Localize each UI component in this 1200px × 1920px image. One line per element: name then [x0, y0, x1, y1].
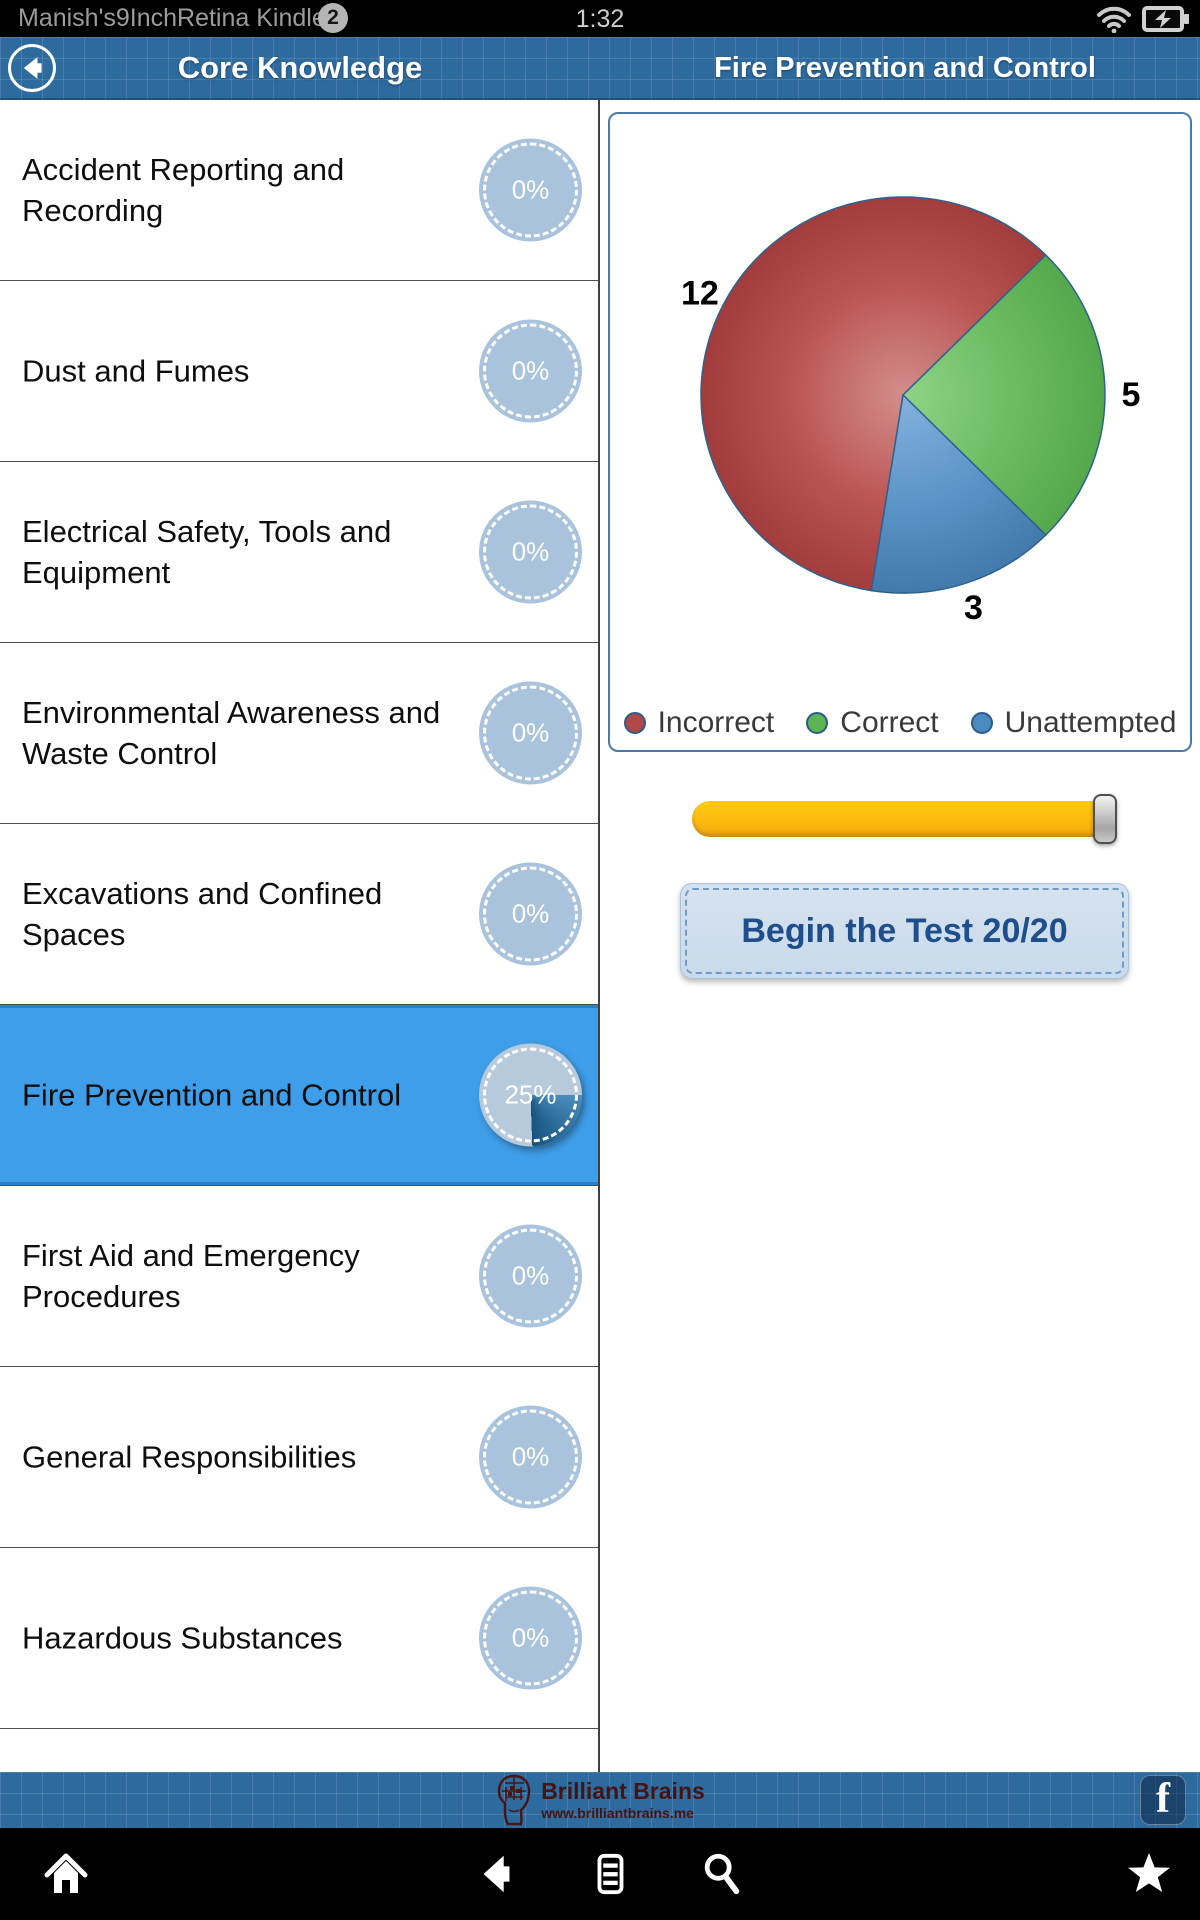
nav-home-button[interactable] [38, 1846, 94, 1902]
progress-value: 0% [511, 536, 550, 567]
slider-thumb[interactable] [1093, 794, 1117, 844]
topic-label: Accident Reporting and Recording [22, 152, 345, 228]
topic-list: Accident Reporting and Recording 0% Dust… [0, 100, 600, 1772]
topic-label: Excavations and Confined Spaces [22, 876, 383, 952]
topic-row[interactable]: Accident Reporting and Recording 0% [0, 100, 598, 281]
topic-label: General Responsibilities [22, 1439, 357, 1475]
topic-row[interactable]: First Aid and Emergency Procedures 0% [0, 1186, 598, 1367]
progress-circle: 0% [479, 319, 582, 423]
menu-icon [597, 1853, 624, 1895]
system-nav-bar [0, 1828, 1200, 1920]
brand-url: www.brilliantbrains.me [541, 1805, 694, 1821]
pie-value-label: 3 [964, 589, 983, 627]
battery-charging-icon [1142, 6, 1189, 32]
topic-label: Environmental Awareness and Waste Contro… [22, 695, 441, 771]
topic-label: Dust and Fumes [22, 353, 250, 389]
topic-label: Fire Prevention and Control [22, 1077, 402, 1113]
topic-label: First Aid and Emergency Procedures [22, 1238, 360, 1314]
back-icon [483, 1855, 510, 1893]
facebook-button[interactable]: f [1140, 1775, 1186, 1825]
pie-slice-unattempted [870, 394, 1047, 594]
progress-circle: 0% [479, 138, 582, 242]
topic-label: Electrical Safety, Tools and Equipment [22, 514, 392, 590]
topic-row[interactable]: Excavations and Confined Spaces 0% [0, 824, 598, 1005]
progress-value: 0% [511, 174, 550, 205]
progress-value: 0% [511, 717, 550, 748]
begin-test-button[interactable]: Begin the Test 20/20 [680, 883, 1129, 979]
topic-row[interactable]: General Responsibilities 0% [0, 1367, 598, 1548]
wifi-icon [1097, 6, 1131, 33]
facebook-icon: f [1156, 1776, 1170, 1822]
results-chart-card: 12 5 3 Incorrect Correct Unattempted [608, 112, 1192, 752]
legend-dot [623, 712, 646, 734]
brain-head-icon [497, 1774, 531, 1826]
progress-value: 25% [504, 1079, 557, 1110]
progress-value: 0% [511, 898, 550, 929]
nav-search-button[interactable] [694, 1846, 750, 1902]
home-icon [44, 1853, 88, 1893]
progress-value: 0% [511, 1441, 550, 1472]
topic-row[interactable]: Hazardous Substances 0% [0, 1548, 598, 1729]
chart-legend: Incorrect Correct Unattempted [610, 706, 1190, 740]
brand-name: Brilliant Brains [541, 1778, 705, 1804]
progress-circle: 0% [479, 1586, 582, 1690]
progress-circle: 0% [479, 1224, 582, 1328]
search-icon [704, 1853, 740, 1895]
brand-text: Brilliant Brains www.brilliantbrains.me [541, 1778, 705, 1821]
legend-item: Incorrect [623, 706, 775, 740]
progress-circle: 25% [479, 1043, 582, 1147]
legend-item: Correct [806, 706, 939, 740]
progress-circle: 0% [479, 500, 582, 604]
legend-item: Unattempted [970, 706, 1177, 740]
progress-circle: 0% [479, 681, 582, 785]
page-title: Core Knowledge [177, 50, 423, 85]
detail-title: Fire Prevention and Control [714, 52, 1096, 84]
nav-menu-button[interactable] [582, 1846, 638, 1902]
back-arrow-icon [23, 57, 42, 79]
progress-value: 0% [511, 355, 550, 386]
question-count-slider[interactable] [692, 801, 1117, 837]
notification-badge: 2 [318, 3, 348, 33]
pie-value-label: 12 [681, 274, 719, 312]
nav-favorites-button[interactable] [1121, 1846, 1177, 1902]
topic-row[interactable]: Dust and Fumes 0% [0, 281, 598, 462]
status-bar: Manish's9InchRetina Kindle 2 1:32 [0, 0, 1200, 37]
begin-test-label: Begin the Test 20/20 [685, 888, 1124, 974]
progress-value: 0% [511, 1622, 550, 1653]
progress-circle: 0% [479, 862, 582, 966]
nav-back-button[interactable] [469, 1846, 525, 1902]
pie-chart: 12 5 3 [681, 196, 1141, 627]
pie-slice-correct [902, 254, 1106, 536]
progress-value: 0% [511, 1260, 550, 1291]
topic-row[interactable]: Environmental Awareness and Waste Contro… [0, 643, 598, 824]
progress-circle: 0% [479, 1405, 582, 1509]
legend-dot [970, 712, 993, 734]
brand-logo: Brilliant Brains www.brilliantbrains.me [495, 1774, 705, 1826]
app-bar: Core Knowledge Fire Prevention and Contr… [0, 37, 1200, 100]
legend-label: Incorrect [657, 706, 775, 739]
pie-value-label: 5 [1122, 376, 1141, 414]
device-name: Manish's9InchRetina Kindle [18, 4, 326, 32]
topic-row[interactable]: Electrical Safety, Tools and Equipment 0… [0, 462, 598, 643]
status-clock: 1:32 [575, 5, 625, 33]
topic-row[interactable]: Fire Prevention and Control 25% [0, 1005, 598, 1186]
legend-label: Correct [840, 706, 939, 739]
back-button[interactable] [8, 44, 56, 92]
footer-bar: Brilliant Brains www.brilliantbrains.me … [0, 1772, 1200, 1828]
legend-label: Unattempted [1004, 706, 1177, 739]
topic-label: Hazardous Substances [22, 1620, 343, 1656]
main-content: Accident Reporting and Recording 0% Dust… [0, 100, 1200, 1772]
legend-dot [806, 712, 829, 734]
pie-slice-incorrect [700, 196, 1047, 592]
star-icon [1128, 1853, 1170, 1892]
